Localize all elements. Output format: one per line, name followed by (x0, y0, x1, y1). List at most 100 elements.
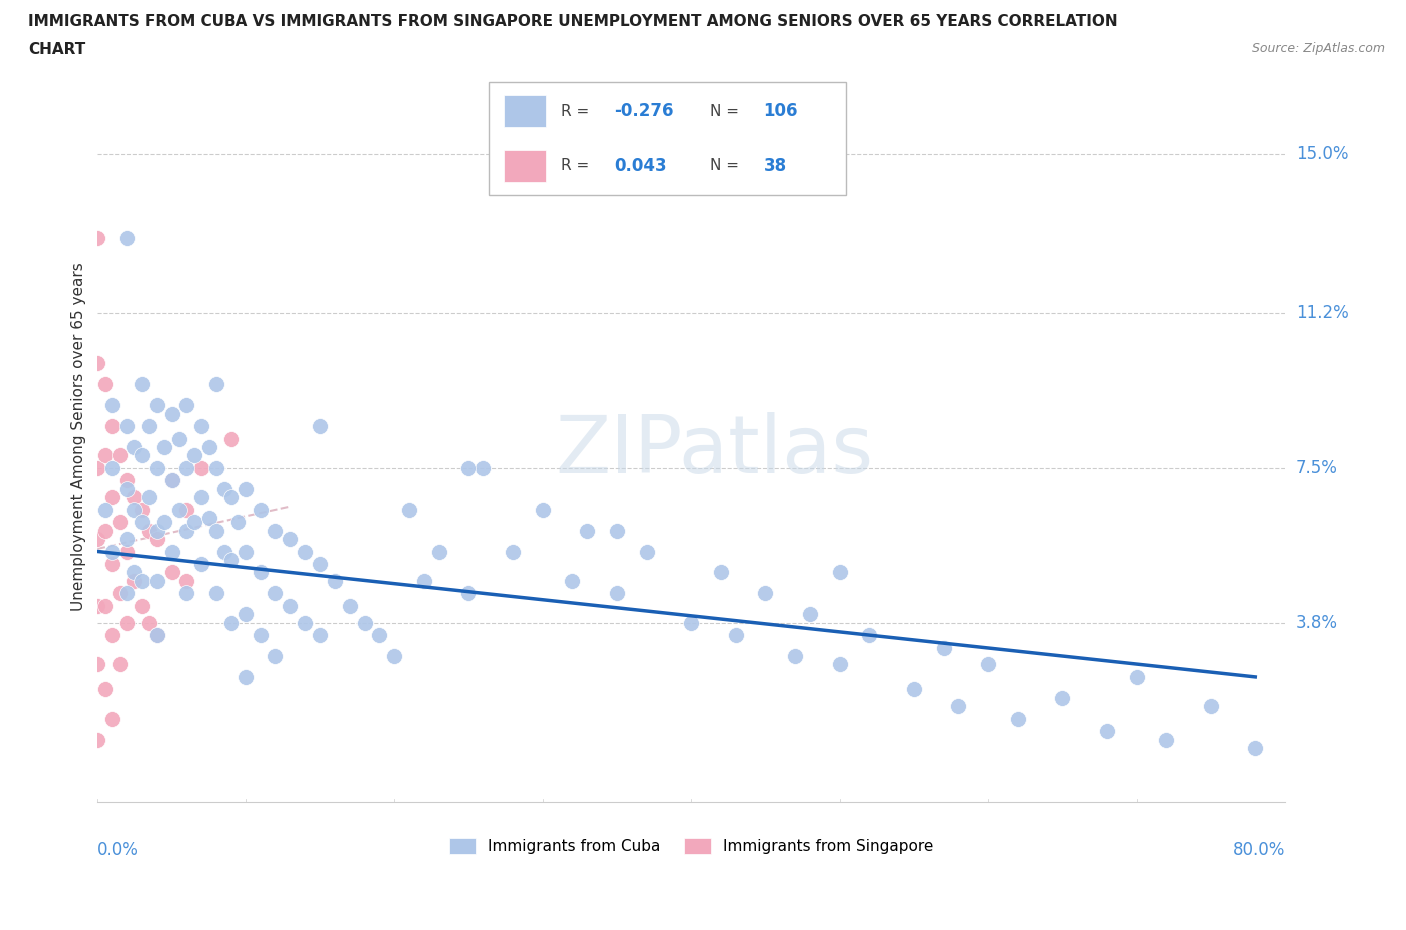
Point (724, 628, 747, 643)
Point (413, 573, 436, 588)
Point (86, 657, 108, 671)
Point (86, 460, 108, 475)
Point (235, 544, 257, 559)
Point (115, 231, 138, 246)
Point (219, 432, 242, 446)
Point (86, 356, 108, 371)
Point (94, 377, 117, 392)
Point (323, 573, 346, 588)
Point (145, 398, 167, 413)
Text: CHART: CHART (28, 42, 86, 57)
Point (176, 460, 198, 475)
Point (145, 628, 167, 643)
Point (799, 606, 821, 621)
Point (309, 557, 332, 572)
Point (115, 482, 138, 497)
Point (94, 682, 117, 697)
Point (457, 586, 479, 601)
Point (176, 502, 198, 517)
Point (264, 586, 287, 601)
Point (457, 460, 479, 475)
Point (309, 418, 332, 433)
Legend: Immigrants from Cuba, Immigrants from Singapore: Immigrants from Cuba, Immigrants from Si… (443, 832, 939, 860)
Point (606, 524, 628, 538)
Point (1052, 690, 1074, 705)
Point (783, 648, 806, 663)
Point (1199, 698, 1222, 713)
Point (828, 657, 851, 671)
Point (858, 628, 880, 643)
Point (160, 473, 183, 488)
Point (101, 628, 124, 643)
Point (138, 490, 160, 505)
Point (309, 628, 332, 643)
Point (249, 628, 271, 643)
Point (138, 524, 160, 538)
Point (219, 552, 242, 567)
Text: Source: ZipAtlas.com: Source: ZipAtlas.com (1251, 42, 1385, 55)
Point (1007, 711, 1029, 726)
Point (190, 418, 212, 433)
Point (94, 502, 117, 517)
Point (1095, 724, 1118, 738)
Point (108, 586, 131, 601)
Point (124, 565, 146, 579)
Point (167, 432, 190, 446)
Point (398, 502, 420, 517)
Point (176, 573, 198, 588)
Point (101, 544, 124, 559)
Point (108, 657, 131, 671)
Point (183, 515, 205, 530)
Text: 11.2%: 11.2% (1296, 304, 1348, 322)
Point (710, 565, 733, 579)
Point (131, 515, 153, 530)
Point (903, 682, 925, 697)
Point (131, 598, 153, 613)
Point (190, 557, 212, 572)
Point (101, 418, 124, 433)
Point (754, 586, 776, 601)
Point (427, 544, 450, 559)
Point (131, 448, 153, 463)
Point (278, 532, 301, 547)
Point (932, 640, 955, 655)
Point (176, 586, 198, 601)
Point (108, 515, 131, 530)
Point (183, 448, 205, 463)
Point (948, 698, 970, 713)
Y-axis label: Unemployment Among Seniors over 65 years: Unemployment Among Seniors over 65 years (72, 262, 86, 611)
Point (205, 377, 228, 392)
Point (101, 711, 124, 726)
Text: IMMIGRANTS FROM CUBA VS IMMIGRANTS FROM SINGAPORE UNEMPLOYMENT AMONG SENIORS OVE: IMMIGRANTS FROM CUBA VS IMMIGRANTS FROM … (28, 14, 1118, 29)
Point (235, 482, 257, 497)
Point (94, 448, 117, 463)
Point (368, 628, 391, 643)
Point (294, 615, 316, 630)
Point (94, 598, 117, 613)
Point (531, 502, 554, 517)
Point (1125, 670, 1147, 684)
Point (124, 573, 146, 588)
Point (160, 544, 183, 559)
Point (212, 482, 235, 497)
Point (124, 440, 146, 455)
Text: 15.0%: 15.0% (1296, 145, 1348, 164)
Point (472, 460, 495, 475)
Point (153, 515, 176, 530)
Point (131, 573, 153, 588)
Point (101, 490, 124, 505)
Point (86, 732, 108, 747)
Point (278, 598, 301, 613)
Point (145, 573, 167, 588)
Point (86, 231, 108, 246)
Point (115, 473, 138, 488)
Point (86, 532, 108, 547)
Point (197, 511, 219, 525)
Point (108, 448, 131, 463)
Point (190, 460, 212, 475)
Point (249, 565, 271, 579)
Text: 3.8%: 3.8% (1296, 614, 1339, 631)
Point (212, 544, 235, 559)
Point (205, 460, 228, 475)
Point (115, 586, 138, 601)
